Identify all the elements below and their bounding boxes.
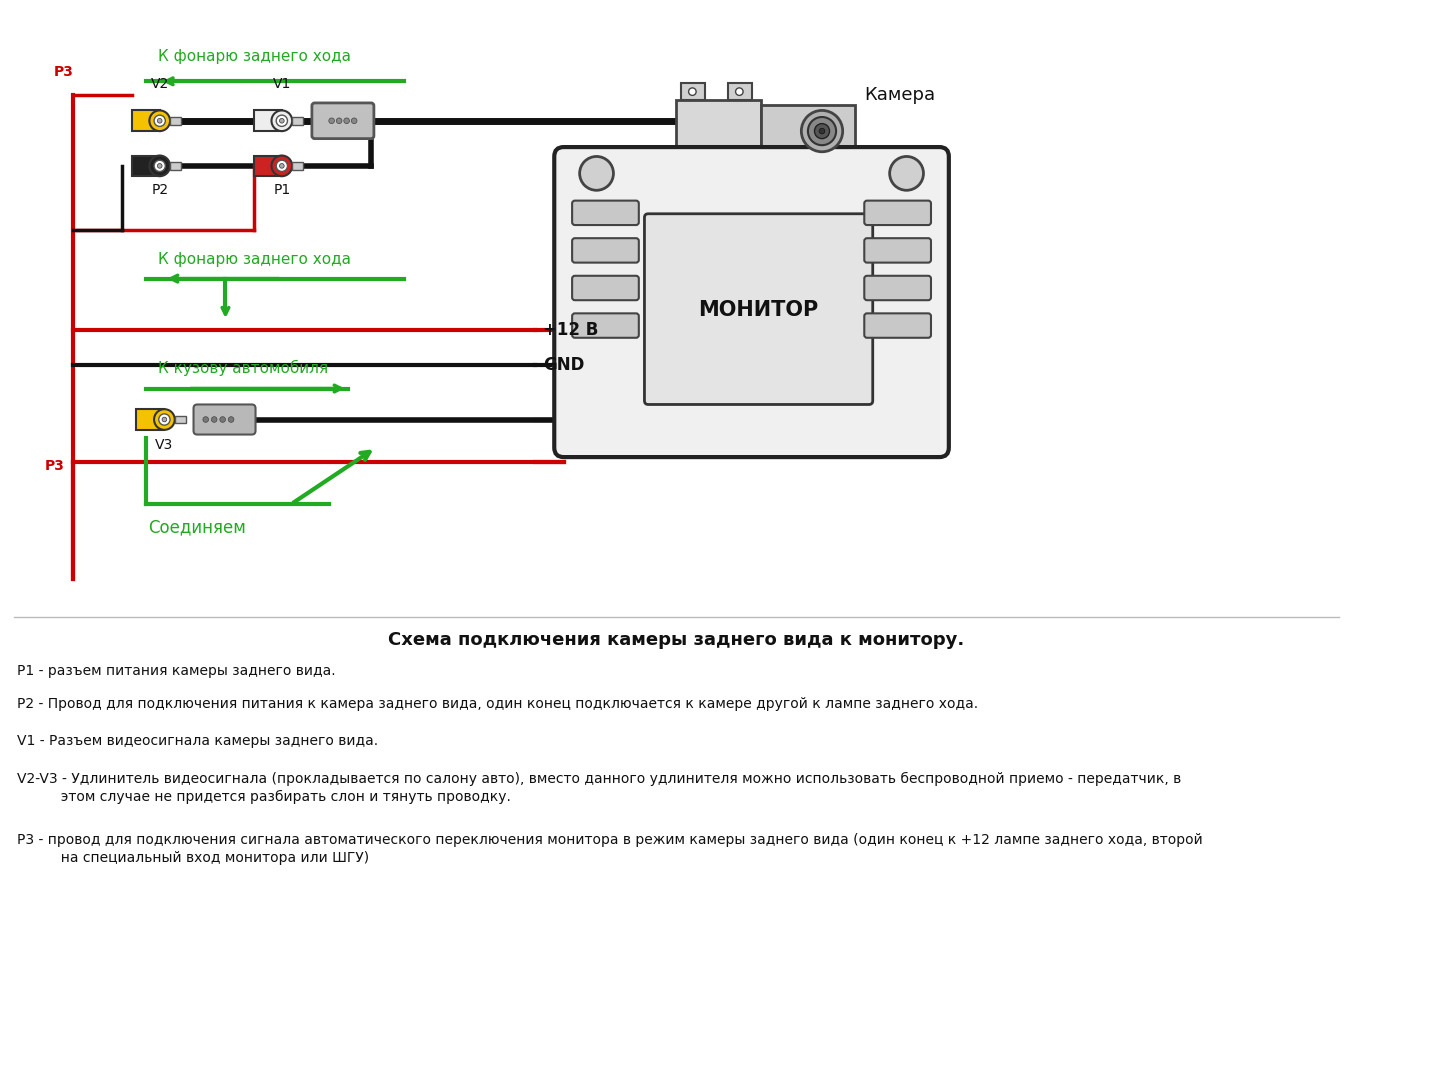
Circle shape <box>220 417 226 422</box>
Bar <box>174 416 186 423</box>
Circle shape <box>819 129 825 134</box>
Circle shape <box>351 118 357 123</box>
Text: V1 - Разъем видеосигнала камеры заднего вида.: V1 - Разъем видеосигнала камеры заднего … <box>17 734 379 748</box>
FancyBboxPatch shape <box>864 200 932 225</box>
FancyBboxPatch shape <box>645 213 873 404</box>
Circle shape <box>272 110 292 131</box>
Circle shape <box>150 155 170 176</box>
Circle shape <box>337 118 341 123</box>
Bar <box>137 410 164 430</box>
Text: МОНИТОР: МОНИТОР <box>698 299 818 319</box>
Circle shape <box>150 110 170 131</box>
Bar <box>253 155 282 176</box>
Text: P2: P2 <box>151 182 168 197</box>
Circle shape <box>279 118 284 123</box>
Circle shape <box>158 414 170 426</box>
Text: V2-V3 - Удлинитель видеосигнала (прокладывается по салону авто), вместо данного : V2-V3 - Удлинитель видеосигнала (проклад… <box>17 772 1181 804</box>
Text: V3: V3 <box>156 438 174 452</box>
Text: V2: V2 <box>151 77 168 91</box>
Circle shape <box>157 164 163 168</box>
FancyBboxPatch shape <box>864 276 932 300</box>
Text: P3: P3 <box>45 460 65 474</box>
Text: P3: P3 <box>53 65 73 79</box>
Bar <box>170 117 181 124</box>
Bar <box>677 100 760 161</box>
Circle shape <box>163 417 167 422</box>
Circle shape <box>801 110 842 152</box>
Circle shape <box>808 117 837 145</box>
Circle shape <box>344 118 350 123</box>
Bar <box>253 110 282 131</box>
Circle shape <box>154 160 166 172</box>
Text: V1: V1 <box>272 77 291 91</box>
Text: К фонарю заднего хода: К фонарю заднего хода <box>158 252 351 267</box>
FancyBboxPatch shape <box>554 147 949 457</box>
Bar <box>681 84 704 100</box>
Circle shape <box>890 157 923 191</box>
Bar <box>729 84 752 100</box>
Bar <box>292 117 304 124</box>
Circle shape <box>328 118 334 123</box>
Text: P1 - разъем питания камеры заднего вида.: P1 - разъем питания камеры заднего вида. <box>17 664 336 678</box>
Circle shape <box>276 160 288 172</box>
Circle shape <box>279 164 284 168</box>
Text: P2 - Провод для подключения питания к камера заднего вида, один конец подключает: P2 - Провод для подключения питания к ка… <box>17 697 978 711</box>
FancyBboxPatch shape <box>572 200 639 225</box>
Text: Соединяем: Соединяем <box>148 518 246 536</box>
FancyBboxPatch shape <box>864 238 932 263</box>
Circle shape <box>688 88 696 95</box>
Text: P1: P1 <box>274 182 291 197</box>
Circle shape <box>212 417 217 422</box>
Bar <box>760 105 855 157</box>
Bar <box>131 155 160 176</box>
Text: GND: GND <box>543 356 585 374</box>
Text: +12 В: +12 В <box>543 322 599 339</box>
Circle shape <box>157 118 163 123</box>
Text: P3 - провод для подключения сигнала автоматического переключения монитора в режи: P3 - провод для подключения сигнала авто… <box>17 833 1202 865</box>
FancyBboxPatch shape <box>312 103 374 138</box>
Bar <box>131 110 160 131</box>
Circle shape <box>736 88 743 95</box>
Circle shape <box>229 417 233 422</box>
Text: Камера: Камера <box>864 87 936 104</box>
Circle shape <box>815 123 829 138</box>
FancyBboxPatch shape <box>572 313 639 338</box>
Text: Схема подключения камеры заднего вида к монитору.: Схема подключения камеры заднего вида к … <box>389 631 965 649</box>
FancyBboxPatch shape <box>864 313 932 338</box>
FancyBboxPatch shape <box>572 238 639 263</box>
Circle shape <box>272 155 292 176</box>
Text: К фонарю заднего хода: К фонарю заднего хода <box>158 49 351 64</box>
Circle shape <box>580 157 613 191</box>
FancyBboxPatch shape <box>572 276 639 300</box>
Circle shape <box>203 417 209 422</box>
Circle shape <box>276 115 288 126</box>
Bar <box>170 162 181 169</box>
Circle shape <box>154 115 166 126</box>
Bar <box>292 162 304 169</box>
Text: К кузову автомобиля: К кузову автомобиля <box>158 360 328 376</box>
FancyBboxPatch shape <box>193 404 255 434</box>
Circle shape <box>154 410 174 430</box>
